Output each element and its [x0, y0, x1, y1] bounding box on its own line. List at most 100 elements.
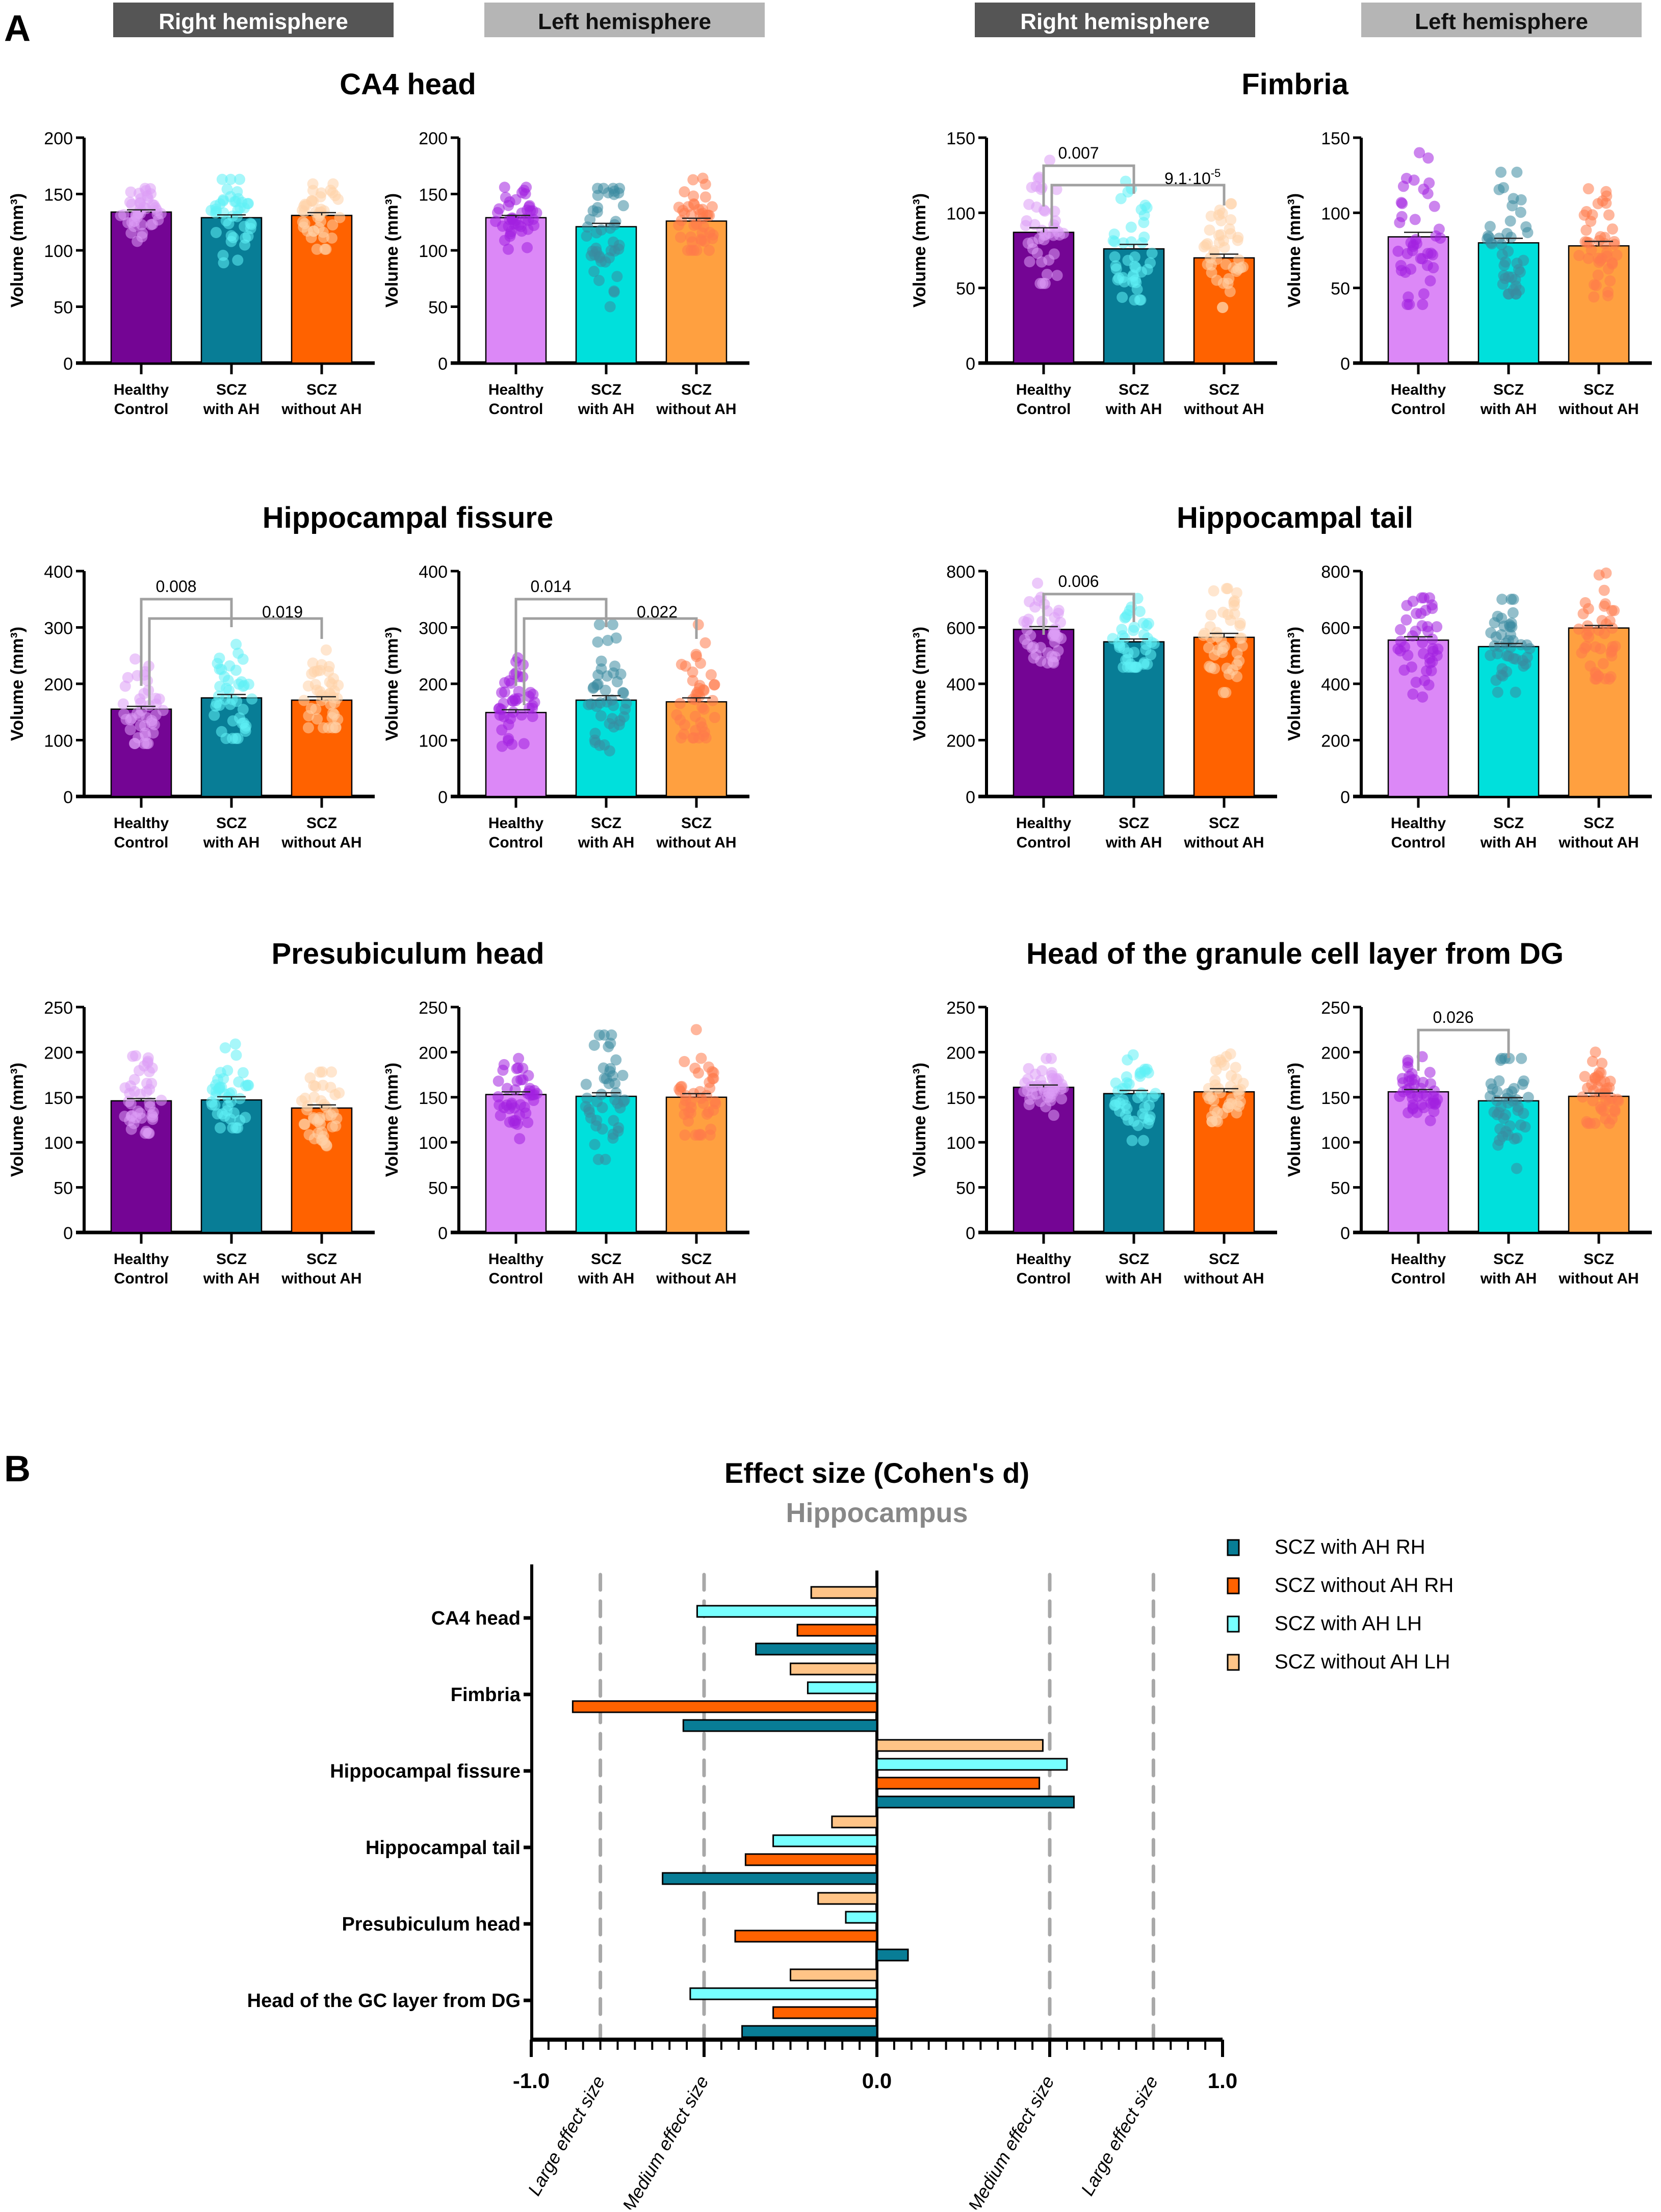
- data-point: [1433, 223, 1445, 235]
- region-title: Fimbria: [1241, 68, 1348, 101]
- y-tick-label: 150: [44, 1089, 73, 1108]
- data-point: [1608, 236, 1620, 247]
- data-point: [314, 1112, 326, 1123]
- p-value-label: 0.014: [530, 577, 571, 596]
- x-tick-label: with AH: [1105, 834, 1162, 851]
- x-tick-label: SCZ: [306, 1251, 337, 1268]
- data-point: [122, 217, 134, 228]
- data-point: [329, 685, 341, 697]
- panel-label-b: B: [4, 1449, 31, 1489]
- x-tick-label: with AH: [203, 401, 260, 418]
- data-point: [1212, 1116, 1224, 1127]
- data-point: [1608, 605, 1620, 616]
- data-point: [613, 719, 625, 731]
- y-axis-label: Volume (mm³): [8, 1063, 27, 1177]
- data-point: [600, 1153, 611, 1165]
- x-tick-label: SCZ: [216, 381, 247, 398]
- data-point: [212, 1108, 223, 1120]
- bracket-line: [1050, 184, 1226, 226]
- data-point: [517, 671, 529, 683]
- effect-bar: [817, 1892, 878, 1905]
- x-tick-label: with AH: [1105, 1270, 1162, 1287]
- data-point: [1122, 254, 1134, 266]
- data-point: [1035, 184, 1047, 195]
- x-tick-label: with AH: [203, 834, 260, 851]
- data-point: [1023, 198, 1035, 210]
- y-tick-label: 150: [1321, 129, 1350, 148]
- data-point: [1135, 1087, 1147, 1099]
- data-point: [1208, 245, 1220, 256]
- effect-bar: [876, 1739, 1044, 1752]
- data-point: [1407, 630, 1418, 641]
- data-point: [1421, 260, 1433, 271]
- y-tick-label: 50: [956, 1179, 975, 1198]
- header-label: Left hemisphere: [538, 9, 711, 34]
- category-label: Head of the GC layer from DG: [247, 1990, 521, 2012]
- data-point: [688, 199, 700, 211]
- data-point: [603, 1041, 614, 1052]
- data-point: [613, 187, 625, 199]
- effect-bar: [876, 1777, 1041, 1790]
- data-point: [1225, 198, 1237, 210]
- data-point: [115, 210, 126, 221]
- data-point: [123, 1096, 135, 1108]
- data-point: [1218, 242, 1230, 253]
- data-point: [122, 672, 134, 683]
- x-tick-label: SCZ: [1584, 381, 1614, 398]
- data-point: [591, 701, 603, 712]
- data-point: [1204, 621, 1216, 632]
- y-tick-label: 400: [419, 562, 448, 582]
- data-point: [234, 1115, 246, 1126]
- data-point: [314, 1066, 326, 1078]
- data-point: [1026, 182, 1037, 193]
- p-value-label: 0.022: [637, 603, 678, 621]
- data-point: [596, 1102, 608, 1114]
- y-axis-label: Volume (mm³): [8, 193, 27, 307]
- data-point: [1202, 238, 1213, 249]
- bar-group: SCZ with AH: [1477, 166, 1540, 418]
- y-tick-label: 200: [1321, 732, 1350, 751]
- data-point: [318, 1130, 329, 1142]
- effect-bar: [572, 1700, 878, 1713]
- reference-line-label: Large effect size: [1077, 2072, 1162, 2199]
- data-point: [218, 1073, 229, 1085]
- data-point: [1599, 1088, 1611, 1100]
- data-point: [1424, 652, 1436, 664]
- data-point: [592, 669, 604, 681]
- data-point: [1508, 594, 1519, 605]
- data-point: [1593, 625, 1605, 636]
- effect-bar: [662, 1872, 878, 1885]
- data-point: [220, 215, 232, 227]
- data-point: [1435, 233, 1446, 244]
- data-point: [1122, 1054, 1133, 1066]
- region-chart: CA4 head 0 50 100 150 200 Volume (mm³) Healthy C…: [8, 68, 749, 418]
- effect-bar: [696, 1605, 878, 1618]
- data-point: [593, 275, 605, 287]
- bar-group: SCZ with AH: [575, 1029, 637, 1287]
- data-point: [117, 698, 129, 710]
- effect-chart-title: Effect size (Cohen's d): [724, 1457, 1029, 1489]
- data-point: [233, 1076, 245, 1088]
- bar: [1193, 636, 1255, 798]
- data-point: [1601, 247, 1613, 259]
- x-tick-label: without AH: [656, 1270, 736, 1287]
- data-point: [1606, 223, 1618, 235]
- y-tick-label: 100: [419, 732, 448, 751]
- data-point: [686, 209, 697, 221]
- data-point: [1127, 625, 1139, 636]
- y-tick-label: 50: [54, 1179, 73, 1198]
- right-hemisphere-plot: 0 50 100 150 200 Volume (mm³) Healthy Control SC…: [8, 129, 375, 418]
- significance-bracket: 0.022: [523, 603, 698, 705]
- data-point: [1126, 601, 1137, 613]
- data-point: [1141, 264, 1153, 275]
- right-hemisphere-plot: 0 100 200 300 400 Volume (mm³) Healthy Control S…: [8, 562, 375, 851]
- x-tick-label: Healthy: [1016, 815, 1072, 832]
- y-tick-label: 0: [966, 354, 975, 374]
- data-point: [1048, 657, 1059, 669]
- data-point: [135, 193, 147, 204]
- data-point: [1051, 270, 1063, 281]
- legend-swatch: [1227, 1615, 1240, 1633]
- data-point: [1424, 1067, 1436, 1078]
- data-point: [1417, 299, 1429, 311]
- bar-group: SCZ with AH: [1103, 593, 1165, 851]
